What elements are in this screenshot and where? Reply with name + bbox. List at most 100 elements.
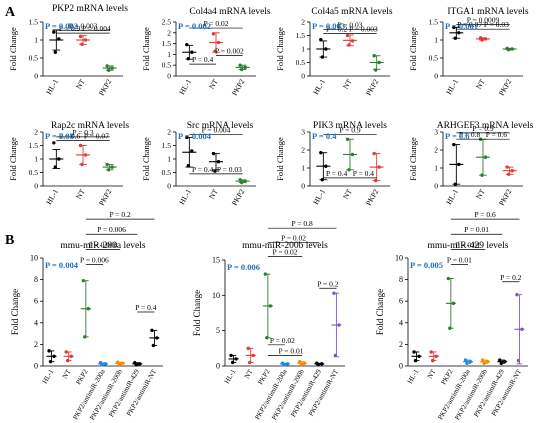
- data-point: [452, 25, 456, 30]
- comparison-p-value: P = 0.006: [80, 255, 109, 264]
- data-point: [465, 361, 469, 365]
- data-point: [373, 178, 378, 183]
- comparison-p-value: P = 0.03: [217, 165, 242, 174]
- data-point: [213, 169, 217, 173]
- series-1: [449, 25, 464, 40]
- data-point: [483, 155, 488, 159]
- chart-6: Src mRNA levels Fold Change 0 0.5 1 1.5 2 HL-1 N…: [141, 121, 256, 207]
- data-point: [185, 135, 189, 140]
- chart-title: ITGA1 mRNA levels: [447, 7, 529, 17]
- y-tick-label: 1: [301, 164, 305, 173]
- data-point: [503, 359, 507, 364]
- y-tick-label: 1: [34, 155, 38, 164]
- comparison-p-value: P = 0.9: [59, 24, 80, 33]
- series-3: [102, 162, 117, 172]
- data-point: [100, 363, 104, 367]
- comparison-p-value: P = 0.02: [273, 247, 298, 256]
- y-tick-label: 3: [301, 128, 305, 137]
- y-tick-label: 8: [34, 275, 38, 284]
- y-axis-label: Fold Change: [408, 137, 418, 181]
- data-point: [302, 361, 307, 365]
- y-axis-label: Fold Change: [375, 289, 385, 335]
- comparison-p-value: P = 0.07: [457, 20, 482, 29]
- data-point: [451, 301, 456, 306]
- data-point: [216, 160, 221, 164]
- y-tick-label: 0.5: [29, 168, 39, 177]
- series-3: [235, 178, 250, 185]
- data-point: [105, 162, 109, 167]
- data-point: [64, 350, 68, 354]
- series-3: [369, 151, 384, 183]
- x-category-label: NT: [341, 187, 354, 201]
- series-6: [132, 361, 143, 367]
- x-category-label: PKP2: [364, 77, 381, 97]
- comparison-p-value: P = 0.8: [459, 130, 480, 139]
- data-point: [337, 323, 341, 327]
- data-point: [350, 39, 355, 43]
- x-category-label: NT: [474, 187, 487, 201]
- series-4: [98, 361, 108, 367]
- x-category-label: PKP2: [439, 368, 454, 387]
- data-point: [105, 64, 109, 68]
- chart-title: mmu-miR-200b levels: [242, 241, 328, 251]
- y-tick-label: 0: [301, 182, 305, 191]
- data-point: [515, 293, 519, 297]
- y-tick-label: 1.5: [29, 141, 39, 150]
- chart-title: PKP2 mRNA levels: [52, 4, 128, 14]
- data-point: [372, 151, 376, 156]
- data-point: [265, 336, 269, 340]
- comparison-p-value: P = 0.6: [475, 210, 496, 219]
- data-point: [106, 168, 111, 172]
- y-tick-label: 0: [216, 362, 220, 371]
- data-point: [345, 33, 350, 38]
- data-point: [510, 169, 514, 173]
- data-point: [120, 361, 125, 365]
- comparison-p-value: P = 0.003: [69, 21, 98, 30]
- data-point: [506, 172, 511, 176]
- data-point: [110, 66, 114, 70]
- y-tick-label: 0.5: [429, 54, 439, 63]
- chart-title: mmu-miR-200a levels: [60, 241, 146, 251]
- series-1: [411, 350, 422, 363]
- data-point: [319, 37, 323, 42]
- y-tick-label: 4: [399, 318, 403, 327]
- y-tick-label: 0: [434, 72, 438, 81]
- x-category-label: PKP2: [97, 187, 114, 207]
- y-tick-label: 1.5: [162, 141, 172, 150]
- series-5: [480, 358, 491, 365]
- data-point: [80, 42, 84, 47]
- data-point: [211, 32, 216, 36]
- data-point: [285, 362, 290, 366]
- data-point: [78, 143, 83, 148]
- data-point: [229, 353, 233, 358]
- data-point: [83, 335, 87, 339]
- data-point: [434, 354, 438, 358]
- data-point: [468, 359, 473, 364]
- overall-p-value: P = 0.001: [445, 21, 478, 31]
- x-category-label: PKP2: [497, 187, 514, 207]
- y-tick-label: 2: [34, 128, 38, 137]
- y-tick-label: 1.5: [162, 39, 172, 48]
- comparison-p-value: P = 0.2: [500, 273, 521, 282]
- series-3: [262, 272, 273, 340]
- x-category-label: HL-1: [311, 77, 327, 96]
- y-tick-label: 0.5: [296, 58, 306, 67]
- data-point: [480, 358, 485, 362]
- data-point: [239, 67, 244, 72]
- data-point: [316, 362, 320, 367]
- data-point: [190, 149, 194, 153]
- data-point: [53, 50, 58, 54]
- overall-p-value: P = 0.003: [312, 21, 345, 31]
- comparison-p-value: P = 0.03: [338, 21, 363, 30]
- data-point: [429, 350, 433, 354]
- series-7: [149, 328, 160, 348]
- data-point: [413, 358, 418, 363]
- y-tick-label: 0.5: [29, 54, 39, 63]
- y-tick-label: 1: [301, 45, 305, 54]
- chart-title: PIK3 mRNA levels: [313, 121, 387, 131]
- data-point: [347, 43, 351, 47]
- comparison-p-value: P = 0.004: [82, 24, 111, 33]
- data-point: [238, 63, 242, 67]
- data-point: [324, 47, 328, 51]
- y-tick-label: 0: [434, 182, 438, 191]
